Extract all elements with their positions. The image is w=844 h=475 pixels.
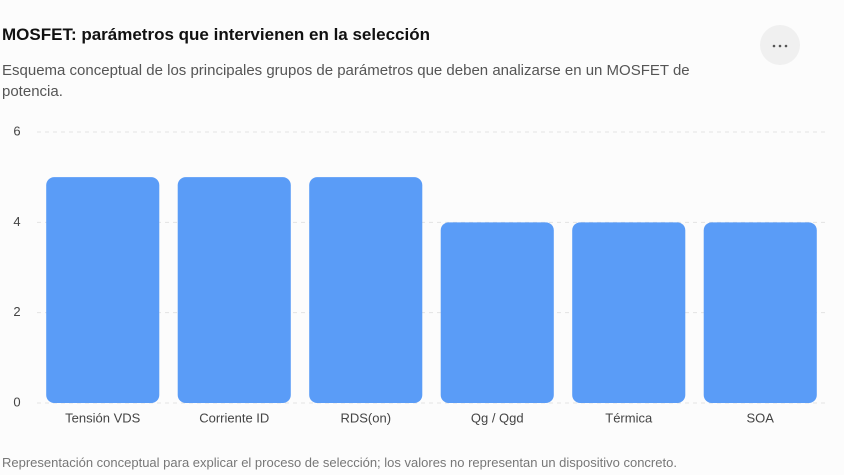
x-tick-label: Tensión VDS [65,410,140,425]
chart-subtitle: Esquema conceptual de los principales gr… [2,62,690,100]
y-tick-label: 2 [13,304,20,319]
x-tick-label: Térmica [605,410,653,425]
x-tick-label: RDS(on) [340,410,391,425]
x-tick-label: Qg / Qgd [471,410,524,425]
chart-title: MOSFET: parámetros que intervienen en la… [2,25,430,44]
bar [703,222,817,403]
x-tick-label: SOA [747,410,775,425]
bar [46,177,160,403]
bar [309,177,423,403]
bar [440,222,554,403]
y-tick-label: 4 [13,214,20,229]
y-tick-label: 0 [13,394,20,409]
footnote: Representación conceptual para explicar … [2,455,677,470]
more-button[interactable] [760,25,800,65]
chart: 0 2 4 6 Tensión VDS Corriente ID RDS(on) Qg / Q… [13,25,826,425]
bar [177,177,291,403]
x-tick-label: Corriente ID [199,410,269,425]
y-tick-label: 6 [13,123,20,138]
bar [572,222,686,403]
